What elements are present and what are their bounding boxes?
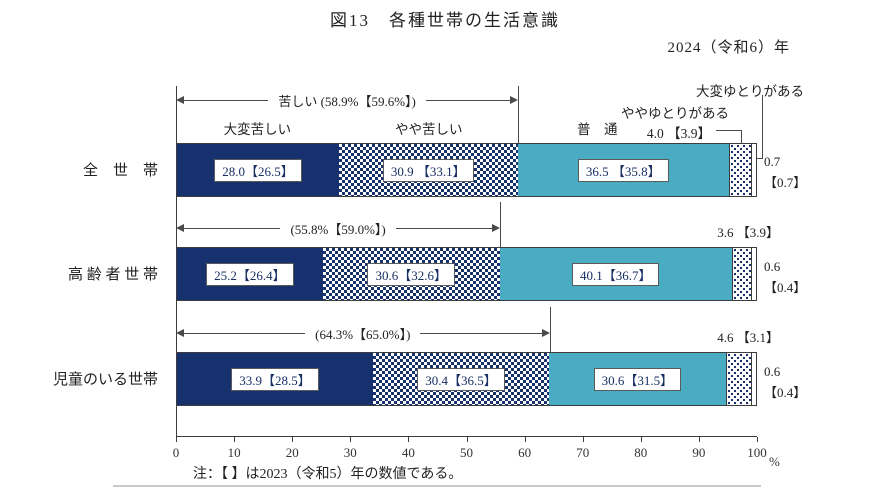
segment-very-hard: 28.0【26.5】 — [177, 144, 339, 196]
bracket-hard-row1: 苦しい (58.9%【59.6%】) — [176, 92, 519, 109]
chart-title: 図13 各種世帯の生活意識 — [330, 11, 560, 30]
category-label-households-with-children: 児童のいる世帯 — [52, 372, 158, 388]
percent-unit-label: % — [769, 454, 780, 469]
right-value-row3: 0.6 【0.4】 — [764, 364, 807, 400]
axis-tick-label: 80 — [634, 445, 648, 460]
arrow-right-icon — [541, 329, 550, 337]
axis-tick-label: 60 — [518, 445, 532, 460]
segment-somewhat-comfortable — [731, 248, 753, 300]
axis-tick — [582, 437, 584, 442]
axis-tick-label: 30 — [343, 445, 357, 460]
axis-tick — [408, 437, 410, 442]
value-box: 40.1【36.7】 — [571, 262, 660, 286]
leader-line-somewhat-comfortable — [716, 130, 742, 144]
segment-very-comfortable — [751, 144, 756, 196]
bar-all-households: 28.0【26.5】 30.9 【33.1】 36.5 【35.8】 — [176, 143, 757, 197]
axis-tick — [176, 437, 177, 442]
axis-tick-label: 20 — [285, 445, 299, 460]
value-box: 30.6【32.6】 — [367, 262, 455, 286]
axis-tick — [350, 437, 352, 442]
axis-tick — [234, 437, 236, 442]
category-label-all-households: 全 世 帯 — [82, 163, 158, 179]
right-value-row1: 0.7 【0.7】 — [764, 154, 807, 190]
value-box: 25.2【26.4】 — [206, 262, 294, 286]
axis-tick-label: 100 — [747, 445, 767, 460]
bracket-label-row2: (55.8%【59.0%】) — [290, 221, 386, 237]
segment-somewhat-hard: 30.4【36.5】 — [373, 353, 549, 405]
value-box: 36.5 【35.8】 — [577, 158, 669, 182]
leader-line-very-comfortable — [751, 95, 763, 159]
axis-tick-label: 40 — [401, 445, 415, 460]
bracket-hard-row3: (64.3%【65.0%】) — [176, 325, 550, 342]
bracket-end-line-row3 — [549, 307, 551, 352]
segment-very-comfortable — [752, 353, 756, 405]
segment-very-hard: 33.9【28.5】 — [177, 353, 374, 405]
value-box: 30.9 【33.1】 — [382, 158, 474, 182]
comfort-value-row3: 4.6 【3.1】 — [717, 330, 779, 345]
bracket-label-row1: 苦しい (58.9%【59.6%】) — [278, 93, 416, 109]
arrow-right-icon — [492, 224, 501, 232]
footnote: 注：【 】は2023（令和5）年の数値である。 — [193, 467, 463, 482]
bracket-hard-row2: (55.8%【59.0%】) — [176, 220, 501, 237]
legend-normal: 普 通 — [576, 122, 618, 137]
segment-normal: 30.6【31.5】 — [548, 353, 726, 405]
category-label-elderly-households: 高 齢 者 世 帯 — [67, 267, 158, 283]
right-value-row2: 0.6 【0.4】 — [764, 259, 807, 295]
legend-somewhat-comfortable: ややゆとりがある — [621, 106, 729, 121]
legend-very-hard: 大変苦しい — [223, 122, 292, 137]
axis-tick — [292, 437, 294, 442]
axis-tick — [524, 437, 526, 442]
axis-tick-label: 0 — [172, 445, 180, 460]
legend-very-comfortable: 大変ゆとりがある — [696, 84, 804, 99]
segment-normal: 40.1【36.7】 — [499, 248, 732, 300]
value-box: 30.6【31.5】 — [593, 367, 682, 391]
bracket-end-line-row1 — [518, 86, 520, 143]
value-box: 28.0【26.5】 — [214, 158, 302, 182]
bar-elderly-households: 25.2【26.4】 30.6【32.6】 40.1【36.7】 — [176, 247, 757, 301]
segment-very-comfortable — [752, 248, 756, 300]
axis-tick — [698, 437, 700, 442]
bar-households-with-children: 33.9【28.5】 30.4【36.5】 30.6【31.5】 — [176, 352, 757, 406]
axis-tick-label: 90 — [692, 445, 706, 460]
legend-somewhat-comfortable-value: 4.0 【3.9】 — [646, 126, 711, 141]
comfort-value-row2: 3.6 【3.9】 — [717, 225, 779, 240]
value-box: 33.9【28.5】 — [231, 367, 319, 391]
segment-somewhat-hard: 30.6【32.6】 — [322, 248, 500, 300]
axis-tick-label: 50 — [460, 445, 473, 460]
arrow-left-icon — [176, 96, 184, 104]
axis-tick-label: 10 — [227, 445, 241, 460]
axis-tick — [640, 437, 642, 442]
plot-area: 0 10 20 30 40 50 60 70 80 90 100 % 苦しい (58.9%【59.6… — [173, 80, 807, 469]
segment-somewhat-comfortable — [725, 353, 753, 405]
x-axis-line — [176, 436, 757, 437]
value-box: 30.4【36.5】 — [417, 367, 505, 391]
legend-somewhat-hard: やや苦しい — [394, 122, 463, 137]
segment-somewhat-comfortable — [728, 144, 752, 196]
segment-normal: 36.5 【35.8】 — [517, 144, 729, 196]
bracket-label-row3: (64.3%【65.0%】) — [315, 326, 411, 342]
bottom-divider — [113, 485, 761, 487]
segment-very-hard: 25.2【26.4】 — [177, 248, 323, 300]
axis-tick — [757, 437, 758, 442]
arrow-left-icon — [176, 329, 184, 337]
axis-tick-label: 70 — [576, 445, 590, 460]
arrow-right-icon — [510, 96, 519, 104]
bracket-end-line-row2 — [500, 202, 502, 247]
segment-somewhat-hard: 30.9 【33.1】 — [338, 144, 518, 196]
year-label: 2024（令和6）年 — [667, 40, 790, 56]
arrow-left-icon — [176, 224, 184, 232]
axis-tick — [466, 437, 468, 442]
